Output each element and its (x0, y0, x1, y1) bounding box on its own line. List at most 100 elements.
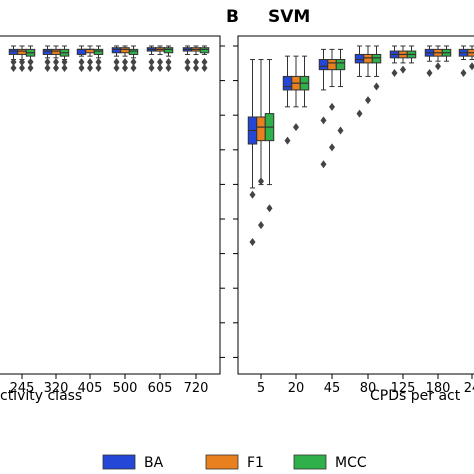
x-tick-label: 720 (184, 381, 209, 396)
outlier-point (356, 109, 363, 118)
outlier-point (258, 221, 264, 230)
outlier-point (193, 64, 199, 72)
outlier-point (320, 116, 327, 125)
box-ba (282, 75, 293, 91)
outlier-point (365, 96, 371, 105)
outlier-point (201, 58, 208, 66)
outlier-point (165, 58, 172, 66)
right-box-groups (247, 45, 474, 247)
box-mcc (335, 59, 346, 71)
legend-swatch-f1 (205, 454, 239, 470)
x-tick-label: 5 (257, 381, 265, 396)
outlier-point (157, 64, 163, 72)
outlier-point (122, 64, 128, 72)
outlier-point (320, 160, 327, 169)
box-ba (76, 48, 87, 55)
box-f1 (363, 53, 373, 64)
outlier-point (95, 64, 102, 72)
box-mcc (371, 53, 382, 64)
outlier-point (19, 58, 25, 66)
left-box-groups (8, 45, 210, 72)
left-right-tick-marks (220, 45, 225, 358)
outlier-point (329, 143, 335, 152)
box-ba (318, 59, 329, 71)
outlier-point (249, 238, 256, 247)
outlier-point (469, 62, 474, 71)
box-ba (8, 48, 19, 55)
outlier-point (373, 82, 380, 91)
outlier-point (27, 58, 34, 66)
x-tick-label: 80 (360, 381, 377, 396)
outlier-point (61, 58, 68, 66)
box-ba (42, 48, 53, 55)
right-x-axis-label: CPDs per act (370, 388, 461, 404)
outlier-point (130, 58, 137, 66)
x-tick-label: 180 (426, 381, 451, 396)
outlier-point (184, 64, 191, 72)
legend-label: F1 (247, 455, 264, 471)
outlier-point (426, 69, 433, 78)
outlier-point (53, 64, 59, 72)
outlier-point (122, 58, 128, 66)
x-tick-label: 24 (464, 381, 474, 396)
legend-swatch-ba (102, 454, 136, 470)
x-tick-label: 320 (44, 381, 69, 396)
legend: BA F1 MCC (102, 454, 367, 471)
right-left-tick-marks (233, 45, 238, 358)
legend-swatch-mcc (293, 454, 327, 470)
x-tick-label: 605 (148, 381, 173, 396)
outlier-point (266, 204, 273, 213)
legend-label: BA (144, 455, 164, 471)
outlier-point (130, 64, 137, 72)
outlier-point (19, 64, 25, 72)
box-ba (111, 47, 122, 54)
outlier-point (258, 177, 264, 186)
outlier-point (113, 58, 120, 66)
outlier-point (400, 65, 406, 74)
box-ba (354, 53, 365, 64)
box-f1 (51, 48, 61, 55)
outlier-point (10, 64, 17, 72)
outlier-point (293, 123, 299, 132)
x-tick-label: 125 (391, 381, 416, 396)
outlier-point (157, 58, 163, 66)
x-tick-label: 500 (113, 381, 138, 396)
outlier-point (95, 58, 102, 66)
left-x-tick-labels: 245 320 405 500 605 720 (10, 374, 209, 396)
outlier-point (184, 58, 191, 66)
box-mcc (93, 48, 104, 55)
x-tick-label: 245 (10, 381, 35, 396)
box-f1 (256, 116, 266, 142)
outlier-point (61, 64, 68, 72)
box-f1 (120, 47, 130, 54)
right-x-tick-labels: 5 20 45 80 125 180 24 (257, 374, 474, 396)
legend-label: MCC (335, 455, 367, 471)
panel-title: SVM (268, 7, 310, 27)
outlier-point (391, 69, 398, 78)
outlier-point (193, 58, 199, 66)
outlier-point (87, 58, 93, 66)
box-f1 (17, 48, 27, 55)
outlier-point (435, 62, 441, 71)
box-mcc (199, 47, 210, 54)
outlier-point (53, 58, 59, 66)
outlier-point (337, 126, 344, 135)
outlier-point (10, 58, 17, 66)
outlier-point (78, 64, 85, 72)
outlier-point (165, 64, 172, 72)
outlier-point (148, 64, 155, 72)
outlier-point (44, 64, 51, 72)
box-mcc (163, 47, 174, 54)
x-tick-label: 405 (78, 381, 103, 396)
outlier-point (27, 64, 34, 72)
left-plot-frame (0, 35, 221, 375)
outlier-point (87, 64, 93, 72)
outlier-point (78, 58, 85, 66)
outlier-point (284, 136, 291, 145)
box-f1 (327, 59, 337, 71)
outlier-point (460, 69, 467, 78)
outlier-point (249, 190, 256, 199)
outlier-point (201, 64, 208, 72)
x-tick-label: 45 (324, 381, 341, 396)
